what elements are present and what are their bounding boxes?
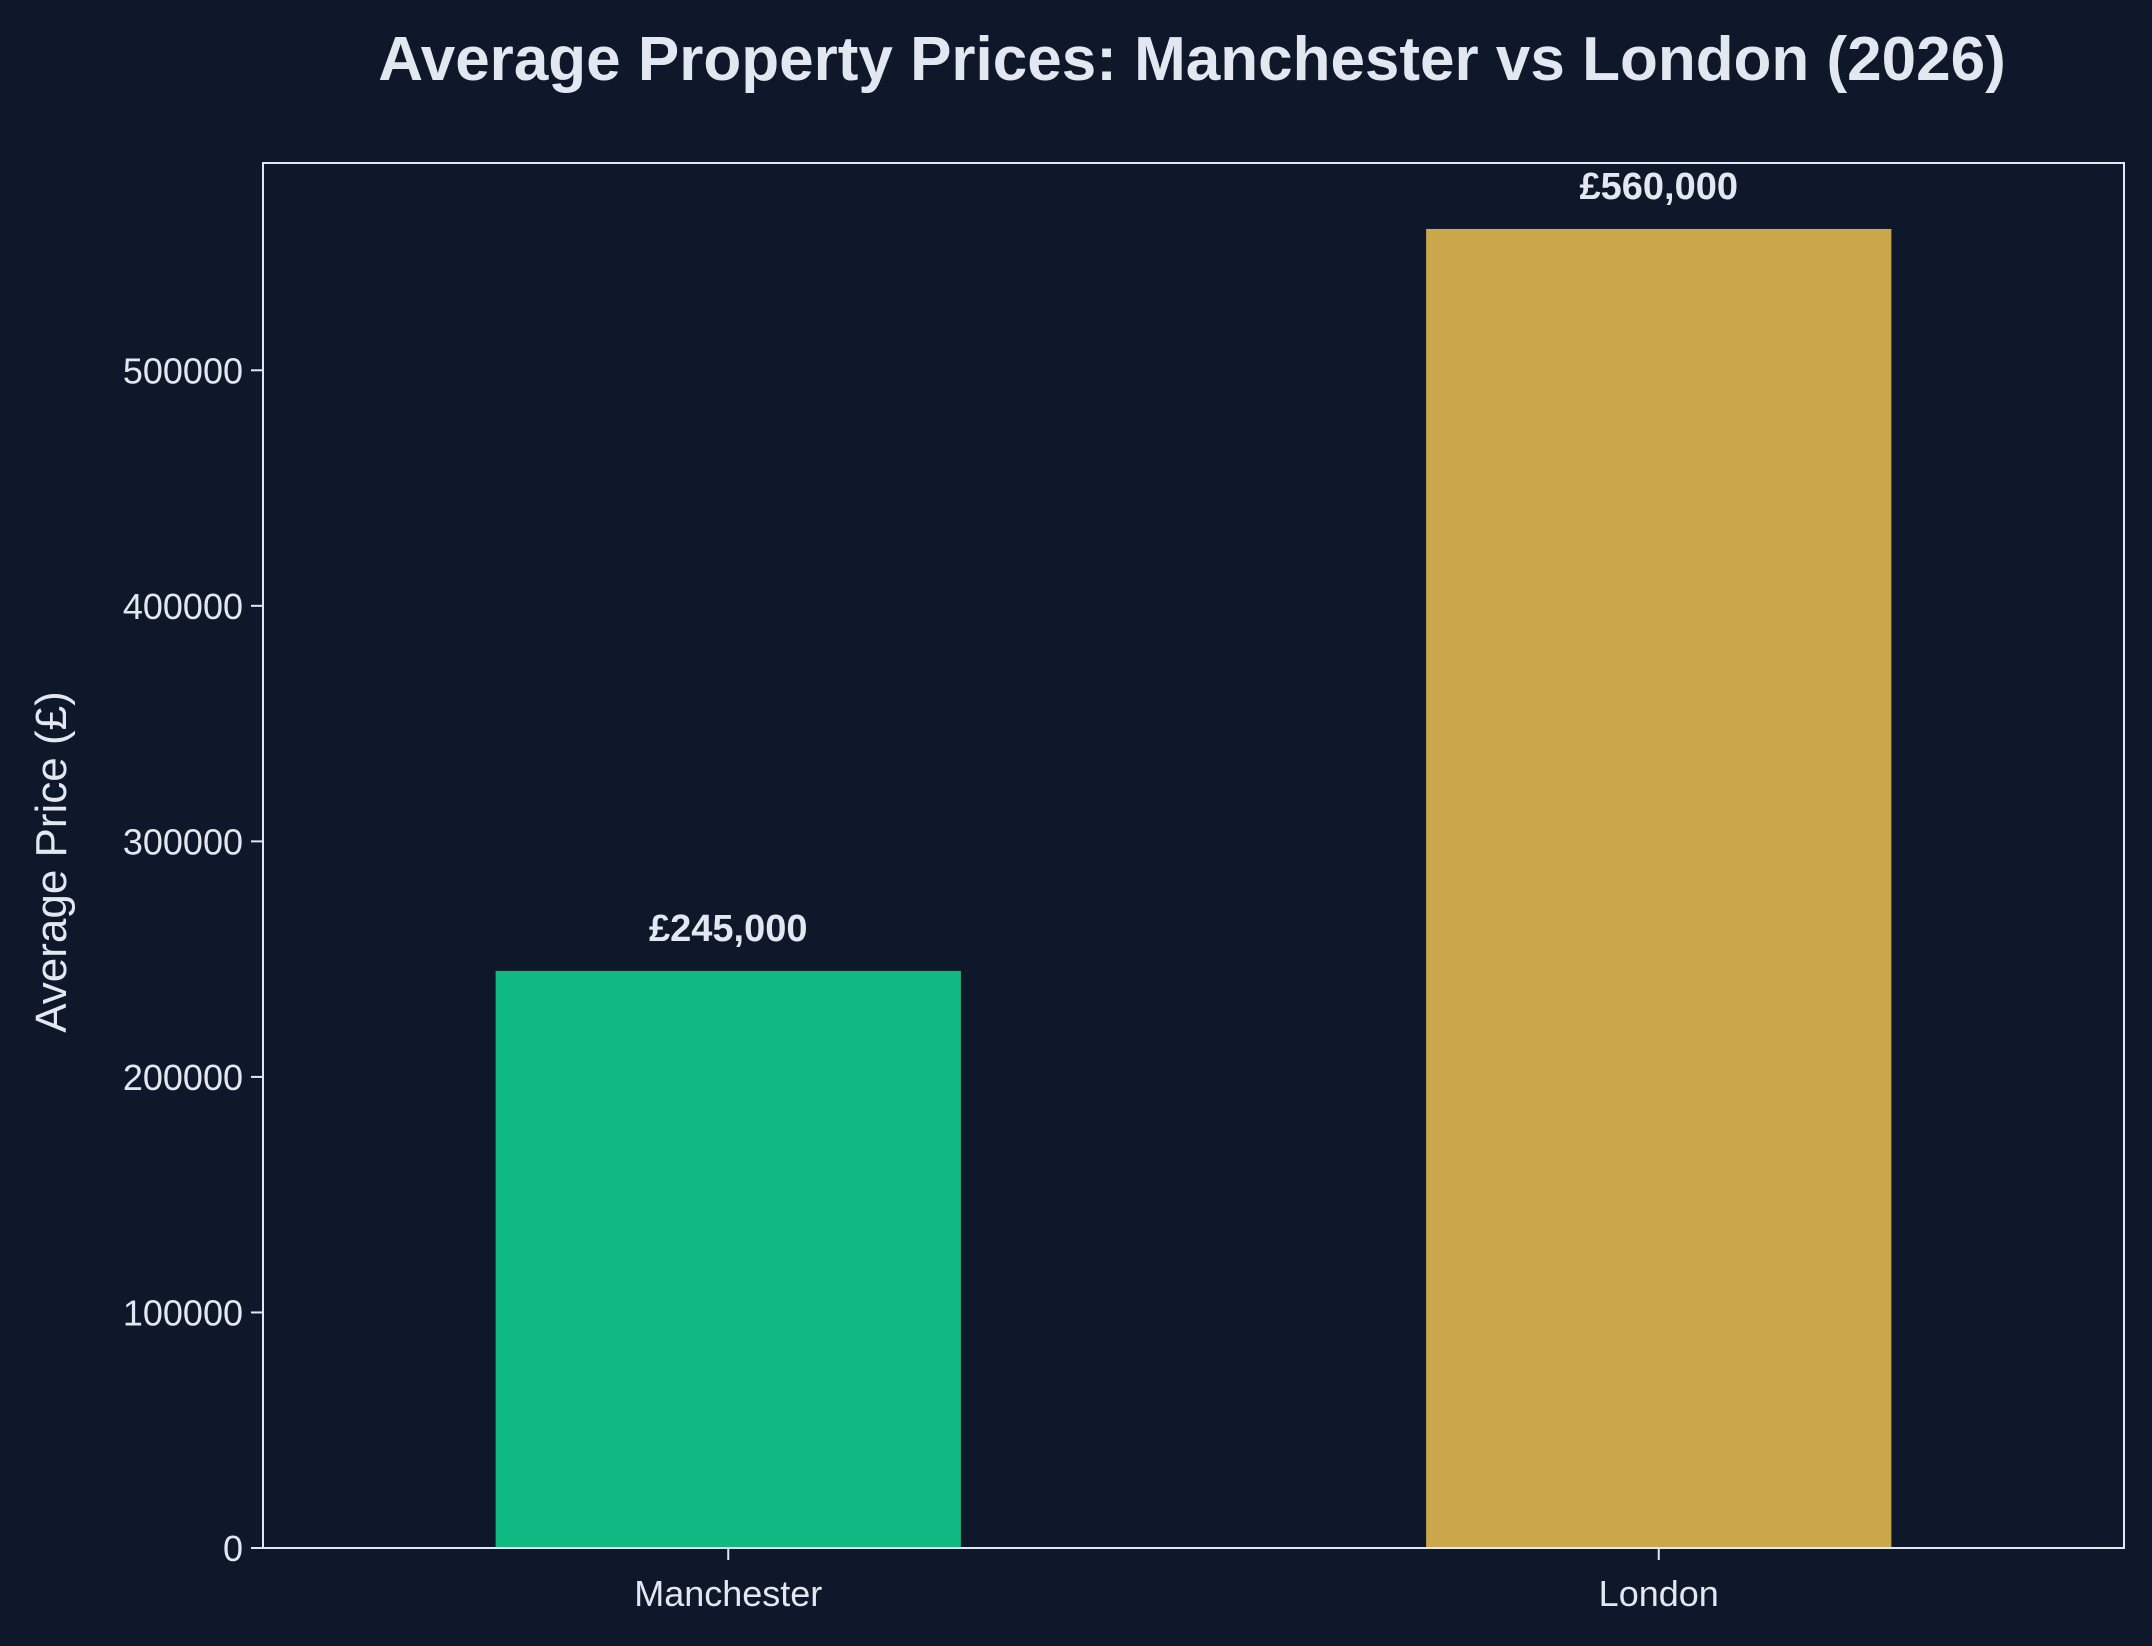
y-tick-label-0: 0	[223, 1528, 243, 1569]
y-axis-label: Average Price (£)	[27, 691, 76, 1033]
y-tick-label-400000: 400000	[123, 586, 243, 627]
y-tick-label-200000: 200000	[123, 1057, 243, 1098]
chart-title: Average Property Prices: Manchester vs L…	[378, 25, 2006, 94]
y-tick-label-100000: 100000	[123, 1292, 243, 1333]
plot-frame	[262, 162, 2125, 1549]
data-label-manchester: £245,000	[649, 908, 808, 950]
y-tick-label-500000: 500000	[123, 350, 243, 391]
x-tick-label-manchester: Manchester	[634, 1573, 822, 1614]
y-tick-label-300000: 300000	[123, 821, 243, 862]
data-label-london: £560,000	[1580, 166, 1739, 208]
bar-manchester	[495, 970, 961, 1548]
x-tick-label-london: London	[1599, 1573, 1719, 1614]
bar-london	[1426, 228, 1892, 1548]
plot-area: £245,000 Manchester £560,000 London 0 100000 2…	[123, 162, 2125, 1614]
